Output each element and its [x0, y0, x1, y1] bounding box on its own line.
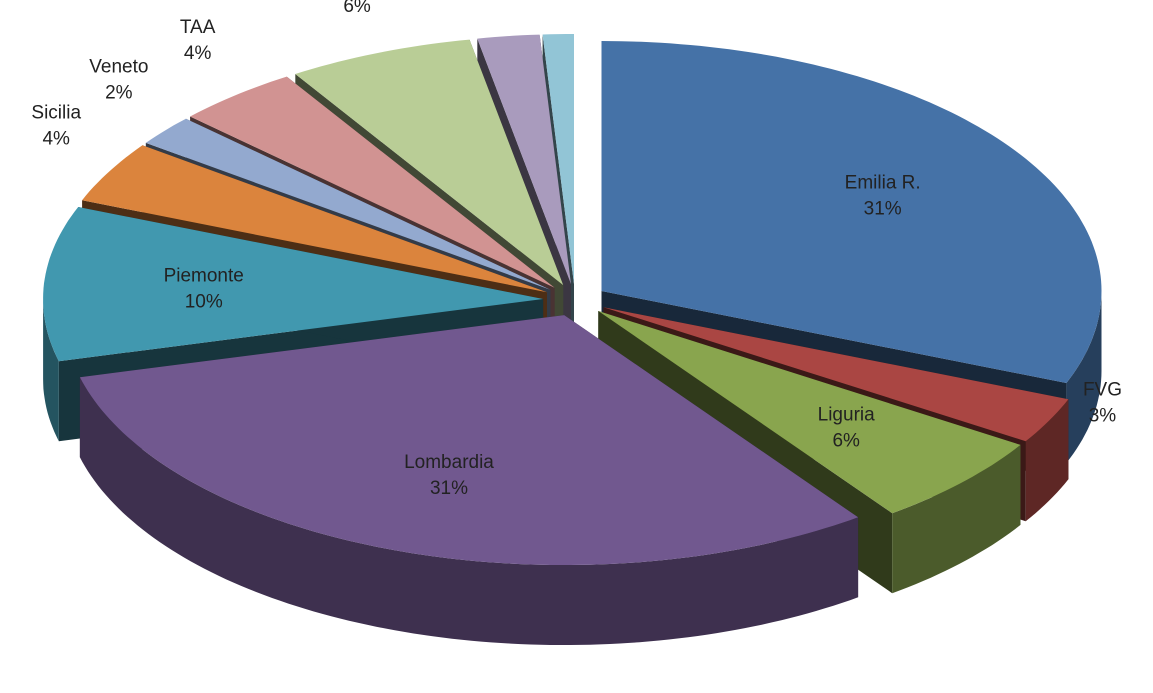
slice: [598, 311, 1021, 514]
slice: [82, 145, 547, 293]
slice-value-label: 6%: [832, 430, 860, 451]
slice: [603, 307, 1069, 442]
slice-wall: [43, 299, 59, 442]
slice: [145, 118, 551, 290]
slice: [601, 41, 1102, 383]
slice: [542, 34, 574, 284]
slice-label: TAA: [180, 17, 216, 38]
slice: [43, 207, 544, 362]
slice: [477, 34, 571, 285]
slice-label: Piemonte: [164, 265, 244, 286]
slice-wall: [1025, 399, 1069, 522]
slice-value-label: 10%: [185, 291, 223, 312]
slice: [295, 39, 564, 286]
slice-wall: [79, 377, 859, 645]
slice-value-label: 3%: [1089, 405, 1117, 426]
slice-value-label: 2%: [105, 82, 133, 103]
slice-label: Liguria: [818, 404, 875, 425]
slice-value-label: 6%: [343, 0, 371, 17]
slice-value-label: 31%: [864, 198, 902, 219]
slice-wall: [1066, 291, 1102, 463]
slice: [79, 315, 859, 565]
slice: [190, 76, 555, 288]
slice-value-label: 31%: [430, 478, 468, 499]
slice-label: Veneto: [89, 56, 148, 77]
slice-label: Sicilia: [31, 102, 81, 123]
slice-label: Emilia R.: [845, 172, 921, 193]
slice-value-label: 4%: [42, 128, 70, 149]
slice-label: FVG: [1083, 379, 1122, 400]
slice-wall: [892, 444, 1021, 594]
slice-value-label: 4%: [184, 43, 212, 64]
slice-label: Lombardia: [404, 452, 494, 473]
